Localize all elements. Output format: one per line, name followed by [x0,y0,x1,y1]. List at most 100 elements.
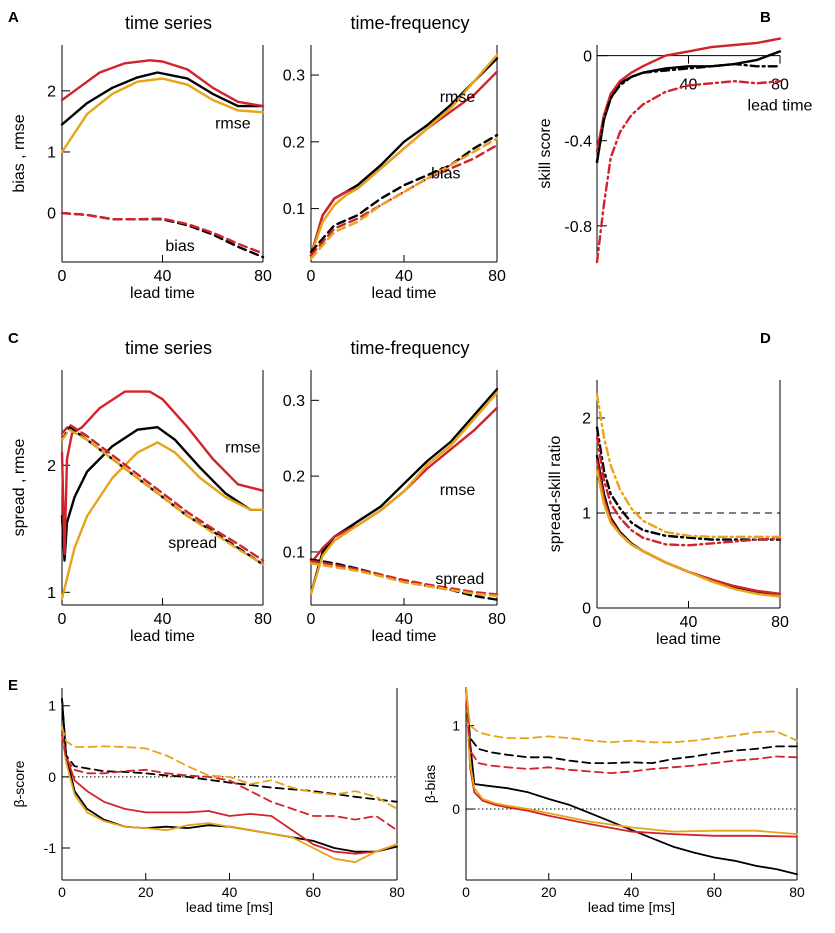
series-line-rmse-orange [309,391,499,595]
series-line-red-solid [595,459,782,595]
y-tick-label: 0 [582,601,591,618]
series-line-rmse-orange [60,441,265,600]
series-line-rmse-orange [60,77,265,154]
y-tick-label: 0.1 [283,545,305,562]
x-tick-label: 20 [138,884,154,900]
series-line-bias-black [60,211,265,259]
x-tick-label: 0 [307,268,316,285]
x-tick-label: 80 [488,268,506,285]
series-line-bias-red [309,143,499,257]
series-line-red-dash-dot [595,435,782,547]
x-tick-label: 40 [395,268,413,285]
x-tick-label: 0 [593,614,602,631]
series-line-spread-orange [309,562,499,598]
panel-c1: 1 2 0 40 80 lead time spread , rmse time series… [8,330,272,645]
y-axis-label: β-bias [422,765,438,803]
annotation-label: spread [168,535,217,552]
series-line-black-solid [61,697,398,853]
y-tick-label: 0 [47,206,56,223]
x-tick-label: 0 [307,611,316,628]
series-line-orange-dashed [465,687,798,744]
series-line-black-dashed [465,687,798,764]
y-tick-label: 1 [452,717,460,733]
y-tick-label: 1 [582,506,591,523]
y-tick-label: -0.8 [564,219,592,236]
series-line-black-dash-dot [595,426,782,541]
series-line-orange-solid [465,687,798,835]
x-tick-label: 80 [488,611,506,628]
series-line-orange-dashed [61,726,398,810]
x-tick-label: 0 [58,268,67,285]
x-tick-label: 40 [680,614,698,631]
panel-label: D [760,330,771,347]
y-axis-label: spread-skill ratio [547,436,564,553]
annotation-label: rmse [225,440,261,457]
y-tick-label: 0 [48,769,56,785]
x-axis-label: lead time [656,631,721,648]
series-line-orange-dash-dot [595,393,782,538]
x-tick-label: 40 [624,884,640,900]
x-tick-label: 60 [706,884,722,900]
x-tick-label: 40 [154,611,172,628]
series-line-rmse-red [60,59,265,108]
x-axis-label: lead time [ms] [186,899,273,915]
y-tick-label: 1 [47,145,56,162]
y-axis-label: bias , rmse [11,114,28,192]
panel-label: B [760,9,771,26]
series-line-bias-red [60,211,265,255]
x-tick-label: 40 [222,884,238,900]
y-tick-label: 1 [48,698,56,714]
panel-a2: 0.1 0.2 0.3 0 40 80 lead time time-frequency rms… [283,13,506,302]
y-tick-label: 0 [452,801,460,817]
x-tick-label: 60 [305,884,321,900]
y-tick-label: 0.3 [283,393,305,410]
x-axis-label: lead time [372,628,437,645]
series-line-orange-solid [595,469,782,598]
y-tick-label: 2 [582,411,591,428]
y-tick-label: 2 [47,83,56,100]
x-tick-label: 80 [771,77,789,94]
x-tick-label: 0 [58,611,67,628]
series-line-bias-orange [309,137,499,260]
x-axis-label: lead time [748,98,813,115]
y-tick-label: 0 [583,49,592,66]
x-tick-label: 40 [154,268,172,285]
x-axis-label: lead time [ms] [588,899,675,915]
y-tick-label: 1 [47,585,56,602]
chart-title: time series [125,13,212,33]
series-line-orange-solid [61,733,398,864]
y-tick-label: 0.1 [283,201,305,218]
x-tick-label: 80 [389,884,405,900]
x-tick-label: 80 [789,884,805,900]
y-tick-label: 0.3 [283,68,305,85]
chart-title: time-frequency [350,338,469,358]
panel-label: E [8,677,18,694]
series-line-rmse-orange [309,53,499,257]
series-line-spread-red [60,423,265,562]
annotation-label: bias [165,238,194,255]
series-line-rmse-red [60,390,265,556]
series-line-rmse-black [60,71,265,126]
annotation-label: spread [435,571,484,588]
series-line-spread-red [309,559,499,596]
annotation-label: bias [431,166,460,183]
series-line-spread-orange [60,428,265,566]
y-tick-label: 0.2 [283,469,305,486]
series-line-black-solid [595,454,782,598]
x-tick-label: 40 [395,611,413,628]
series-line-red-dashed [61,733,398,832]
y-tick-label: -0.4 [564,134,592,151]
y-tick-label: 2 [47,458,56,475]
y-axis-label: skill score [537,118,554,188]
x-axis-label: lead time [130,628,195,645]
series-line-red-dash-dot [595,79,782,264]
y-tick-label: 0.2 [283,134,305,151]
series-line-black-dash-dot [595,62,782,164]
series-line-red-dashed [465,687,798,774]
x-axis-label: lead time [372,285,437,302]
panel-label: C [8,330,19,347]
